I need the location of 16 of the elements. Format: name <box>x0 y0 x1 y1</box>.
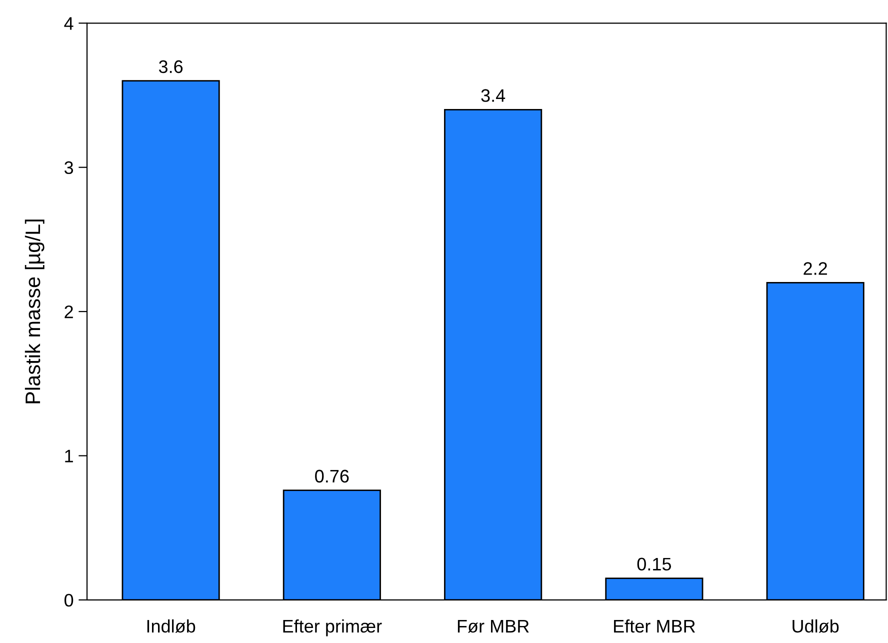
y-tick-label: 1 <box>65 450 73 462</box>
data-label: 3.6 <box>158 60 183 74</box>
data-label: 0.15 <box>637 558 672 571</box>
x-tick-label: Efter primær <box>283 619 382 636</box>
data-label: 3.4 <box>481 89 506 102</box>
y-axis-title: Plastik masse [µg/L] <box>24 220 44 404</box>
x-tick-label: Før MBR <box>458 620 529 633</box>
y-tick-label: 3 <box>64 161 74 174</box>
y-tick-label: 4 <box>64 17 74 30</box>
data-label: 0.76 <box>315 470 349 483</box>
x-tick-label: Efter MBR <box>614 619 695 633</box>
x-tick-label: Udløb <box>792 619 839 633</box>
y-tick-label: 0 <box>64 594 74 607</box>
y-tick-label: 2 <box>64 305 73 318</box>
data-label: 2.2 <box>804 262 827 275</box>
x-tick-label: Indløb <box>147 619 196 633</box>
